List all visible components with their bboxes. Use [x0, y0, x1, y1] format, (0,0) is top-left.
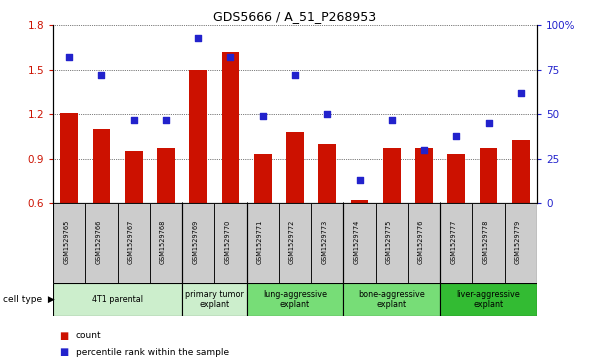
Point — [290, 72, 300, 78]
Bar — [247, 283, 343, 316]
Bar — [279, 203, 311, 283]
Point — [323, 111, 332, 117]
Point — [194, 35, 203, 41]
Point — [516, 90, 526, 96]
Text: GSM1529779: GSM1529779 — [514, 220, 521, 264]
Bar — [311, 203, 343, 283]
Bar — [93, 129, 110, 203]
Bar — [408, 203, 440, 283]
Text: liver-aggressive
explant: liver-aggressive explant — [457, 290, 520, 309]
Title: GDS5666 / A_51_P268953: GDS5666 / A_51_P268953 — [214, 10, 376, 23]
Text: GSM1529768: GSM1529768 — [160, 219, 166, 264]
Bar — [383, 148, 401, 203]
Bar — [440, 283, 537, 316]
Point — [387, 117, 396, 123]
Bar — [53, 203, 86, 283]
Bar — [125, 151, 143, 203]
Text: ■: ■ — [59, 347, 68, 357]
Bar — [254, 154, 271, 203]
Text: GSM1529778: GSM1529778 — [483, 219, 489, 264]
Point — [419, 147, 429, 153]
Text: GSM1529765: GSM1529765 — [63, 219, 69, 264]
Text: lung-aggressive
explant: lung-aggressive explant — [263, 290, 327, 309]
Bar — [222, 52, 240, 203]
Text: 4T1 parental: 4T1 parental — [92, 295, 143, 304]
Bar — [473, 203, 504, 283]
Bar — [247, 203, 279, 283]
Bar — [157, 148, 175, 203]
Bar — [343, 283, 440, 316]
Bar — [214, 203, 247, 283]
Bar — [440, 203, 473, 283]
Bar — [182, 283, 247, 316]
Text: ■: ■ — [59, 331, 68, 341]
Text: GSM1529767: GSM1529767 — [127, 219, 134, 264]
Text: GSM1529776: GSM1529776 — [418, 219, 424, 264]
Bar — [150, 203, 182, 283]
Point — [64, 54, 74, 60]
Text: GSM1529770: GSM1529770 — [224, 219, 231, 264]
Bar — [182, 203, 214, 283]
Bar — [480, 148, 497, 203]
Text: GSM1529777: GSM1529777 — [450, 219, 456, 264]
Text: cell type  ▶: cell type ▶ — [3, 295, 55, 304]
Text: count: count — [76, 331, 101, 340]
Bar — [53, 283, 182, 316]
Point — [258, 113, 267, 119]
Bar — [350, 200, 368, 203]
Text: GSM1529772: GSM1529772 — [289, 219, 295, 264]
Text: GSM1529773: GSM1529773 — [321, 220, 327, 264]
Point — [451, 133, 461, 139]
Text: GSM1529769: GSM1529769 — [192, 220, 198, 264]
Point — [129, 117, 139, 123]
Text: GSM1529775: GSM1529775 — [386, 219, 392, 264]
Point — [97, 72, 106, 78]
Point — [355, 177, 364, 183]
Bar — [415, 148, 433, 203]
Text: GSM1529766: GSM1529766 — [96, 219, 101, 264]
Bar — [319, 144, 336, 203]
Text: bone-aggressive
explant: bone-aggressive explant — [358, 290, 425, 309]
Bar — [189, 70, 207, 203]
Point — [161, 117, 171, 123]
Bar — [504, 203, 537, 283]
Bar — [117, 203, 150, 283]
Bar — [447, 154, 465, 203]
Bar — [286, 132, 304, 203]
Text: percentile rank within the sample: percentile rank within the sample — [76, 348, 229, 356]
Bar — [86, 203, 117, 283]
Point — [226, 54, 235, 60]
Text: GSM1529774: GSM1529774 — [353, 219, 359, 264]
Point — [484, 120, 493, 126]
Text: GSM1529771: GSM1529771 — [257, 220, 263, 264]
Bar — [512, 139, 530, 203]
Bar — [376, 203, 408, 283]
Text: primary tumor
explant: primary tumor explant — [185, 290, 244, 309]
Bar — [343, 203, 376, 283]
Bar — [60, 113, 78, 203]
